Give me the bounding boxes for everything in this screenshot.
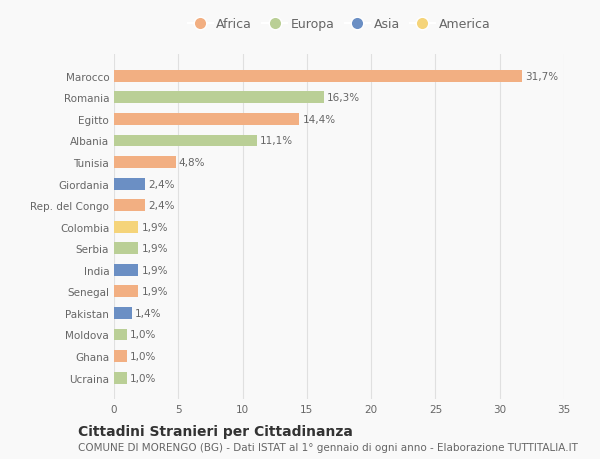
Text: 1,0%: 1,0% [130, 373, 157, 383]
Bar [114, 372, 127, 384]
Text: 16,3%: 16,3% [327, 93, 360, 103]
Text: 4,8%: 4,8% [179, 158, 205, 168]
Text: 11,1%: 11,1% [260, 136, 293, 146]
Bar [114, 286, 139, 297]
Bar [114, 221, 139, 233]
Text: 1,9%: 1,9% [142, 265, 168, 275]
Text: COMUNE DI MORENGO (BG) - Dati ISTAT al 1° gennaio di ogni anno - Elaborazione TU: COMUNE DI MORENGO (BG) - Dati ISTAT al 1… [78, 442, 578, 452]
Text: 1,0%: 1,0% [130, 351, 157, 361]
Bar [114, 350, 127, 362]
Text: 14,4%: 14,4% [302, 115, 335, 125]
Bar [114, 71, 521, 83]
Text: 1,4%: 1,4% [135, 308, 162, 318]
Legend: Africa, Europa, Asia, America: Africa, Europa, Asia, America [182, 13, 496, 36]
Text: 1,0%: 1,0% [130, 330, 157, 340]
Text: 2,4%: 2,4% [148, 179, 175, 189]
Bar [114, 157, 176, 168]
Bar [114, 114, 299, 126]
Text: 1,9%: 1,9% [142, 222, 168, 232]
Bar [114, 135, 257, 147]
Bar [114, 243, 139, 255]
Bar [114, 329, 127, 341]
Text: 31,7%: 31,7% [525, 72, 558, 82]
Text: 1,9%: 1,9% [142, 287, 168, 297]
Bar [114, 308, 132, 319]
Text: 1,9%: 1,9% [142, 244, 168, 254]
Text: 2,4%: 2,4% [148, 201, 175, 211]
Bar [114, 264, 139, 276]
Bar [114, 200, 145, 212]
Bar [114, 178, 145, 190]
Text: Cittadini Stranieri per Cittadinanza: Cittadini Stranieri per Cittadinanza [78, 425, 353, 438]
Bar [114, 92, 323, 104]
